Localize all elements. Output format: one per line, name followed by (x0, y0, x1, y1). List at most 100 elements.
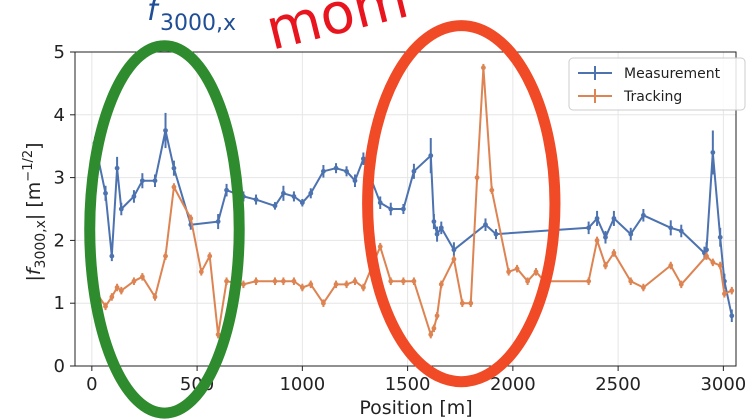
data-point (451, 247, 457, 253)
y-tick-label: 4 (54, 105, 65, 126)
data-point (308, 190, 314, 196)
data-point (291, 278, 297, 284)
data-point (594, 238, 600, 243)
y-tick-label: 5 (54, 42, 65, 63)
data-point (253, 278, 259, 284)
legend: Measurement Tracking (568, 57, 746, 111)
data-point (438, 225, 444, 231)
data-point (299, 285, 305, 290)
data-point (594, 216, 600, 221)
x-axis-label: Position [m] (359, 397, 472, 419)
data-point (198, 269, 204, 275)
data-point (480, 65, 486, 71)
data-point (281, 190, 286, 196)
data-point (360, 156, 366, 162)
y-axis-label: |f3000,x| [m−1/2] (21, 142, 49, 281)
data-point (131, 278, 137, 284)
x-tick-label: 1500 (385, 374, 431, 395)
highlight-ellipse (362, 20, 561, 388)
y-ticks: 0 1 2 3 4 5 (54, 42, 75, 377)
series-line-measurement (90, 129, 733, 317)
data-point (241, 281, 246, 287)
y-axis-label-suffix: ] (23, 142, 45, 149)
data-point (109, 253, 115, 259)
data-point (525, 278, 530, 284)
x-tick-label: 3000 (700, 374, 746, 395)
data-point (428, 332, 434, 337)
data-point (717, 234, 723, 240)
data-point (188, 216, 194, 221)
series-layer (89, 63, 735, 339)
data-point (109, 294, 115, 300)
data-point (171, 165, 177, 171)
series-tracking (89, 63, 735, 339)
y-tick-label: 2 (54, 230, 65, 251)
data-point (272, 278, 278, 284)
data-point (333, 281, 339, 287)
data-point (308, 281, 314, 287)
data-point (603, 234, 608, 240)
data-point (603, 263, 608, 268)
data-point (611, 216, 617, 221)
data-point (678, 281, 684, 287)
data-point (281, 278, 286, 284)
data-point (489, 187, 495, 193)
data-point (628, 231, 634, 237)
data-point (668, 263, 674, 268)
data-point (474, 175, 480, 181)
data-point (640, 212, 646, 218)
data-point (352, 178, 358, 184)
data-point (139, 178, 145, 184)
data-point (224, 278, 229, 284)
data-point (729, 313, 735, 319)
data-point (207, 253, 213, 259)
data-point (215, 332, 221, 337)
data-point (377, 244, 383, 250)
series-measurement (89, 112, 735, 323)
data-point (163, 253, 168, 259)
data-point (118, 206, 124, 212)
data-point (428, 153, 434, 159)
data-point (431, 325, 437, 331)
data-point (171, 184, 177, 190)
x-ticks: 0 500 1000 1500 2000 2500 3000 (86, 366, 746, 395)
data-point (139, 274, 145, 280)
data-point (299, 200, 305, 206)
data-point (438, 281, 444, 287)
data-point (434, 231, 440, 237)
data-point (704, 253, 709, 259)
data-point (344, 168, 349, 174)
data-point (224, 187, 229, 193)
data-point (321, 168, 326, 174)
y-tick-label: 3 (54, 168, 65, 189)
data-point (321, 300, 326, 306)
data-point (400, 278, 406, 284)
y-tick-label: 0 (54, 356, 65, 377)
data-point (131, 194, 137, 199)
data-point (333, 165, 339, 171)
data-point (514, 266, 520, 272)
data-point (459, 300, 465, 306)
x-tick-label: 0 (86, 374, 97, 395)
data-point (704, 247, 709, 253)
data-point (468, 300, 474, 306)
data-point (729, 288, 735, 294)
top-fragment-right-text: mom (260, 0, 415, 64)
data-point (668, 225, 674, 231)
data-point (710, 150, 716, 155)
data-point (215, 219, 221, 224)
data-point (344, 281, 349, 287)
y-axis-label-middle: | [m (23, 182, 45, 220)
data-point (710, 259, 716, 265)
data-point (114, 165, 120, 171)
data-point (411, 168, 417, 174)
data-point (118, 288, 124, 294)
y-axis-label-subscript: 3000,x (33, 220, 49, 268)
legend-measurement-label: Measurement (624, 66, 721, 82)
data-point (586, 278, 592, 284)
data-point (253, 197, 259, 202)
data-point (400, 206, 406, 212)
data-point (291, 194, 297, 199)
data-point (678, 228, 684, 234)
